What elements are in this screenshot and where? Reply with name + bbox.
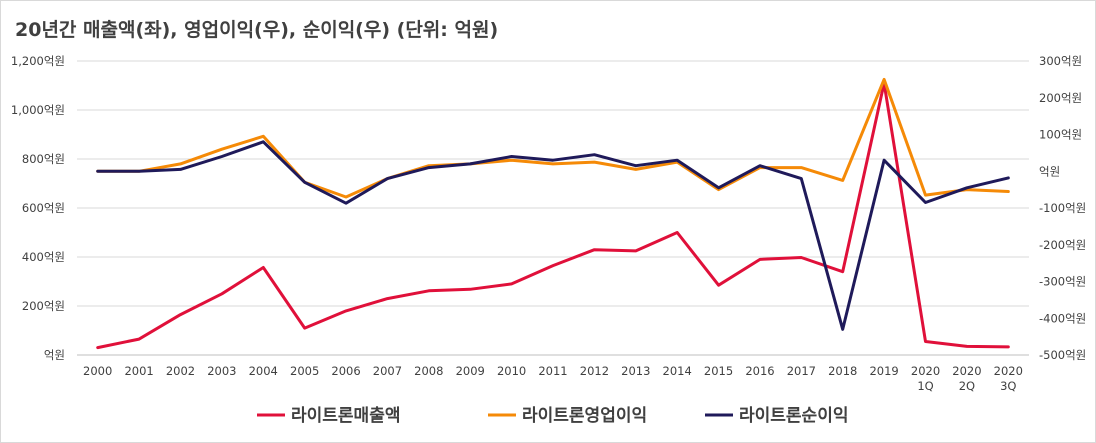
x-tick-label: 2006 — [331, 364, 360, 378]
x-tick-label: 2014 — [663, 364, 692, 378]
x-tick-label: 2020 3Q — [994, 364, 1023, 393]
y-left-tick-label: 1,200억원 — [11, 54, 65, 68]
x-tick-label: 2010 — [497, 364, 526, 378]
legend-label: 라이트론영업이익 — [522, 406, 647, 426]
y-left-tick-label: 400억원 — [22, 250, 65, 264]
x-tick-label: 2005 — [290, 364, 319, 378]
x-tick-label: 2000 — [83, 364, 112, 378]
x-tick-label: 2003 — [207, 364, 236, 378]
x-tick-label: 2018 — [828, 364, 857, 378]
y-right-tick-label: -100억원 — [1039, 201, 1086, 215]
y-left-tick-label: 800억원 — [22, 152, 65, 166]
y-left-tick-label: 600억원 — [22, 201, 65, 215]
x-tick-label: 2004 — [249, 364, 278, 378]
revenue-line — [96, 81, 1010, 350]
x-tick-label: 2012 — [580, 364, 609, 378]
y-right-tick-label: -400억원 — [1039, 311, 1086, 325]
x-tick-label: 2009 — [456, 364, 485, 378]
operating-profit-line — [96, 77, 1010, 199]
x-tick-label: 2013 — [621, 364, 650, 378]
x-tick-label: 2001 — [124, 364, 153, 378]
x-tick-label: 2020 1Q — [911, 364, 940, 393]
y-right-tick-label: 억원 — [1039, 164, 1060, 178]
x-tick-label: 2011 — [538, 364, 567, 378]
x-tick-label: 2019 — [869, 364, 898, 378]
y-right-tick-label: 300억원 — [1039, 54, 1082, 68]
y-left-tick-label: 1,000억원 — [11, 103, 65, 117]
x-tick-label: 2002 — [166, 364, 195, 378]
legend-label: 라이트론매출액 — [291, 406, 400, 426]
y-left-tick-label: 200억원 — [22, 299, 65, 313]
y-left-tick-label: 억원 — [44, 348, 65, 362]
net-profit-line — [96, 140, 1010, 331]
chart-title: 20년간 매출액(좌), 영업이익(우), 순이익(우) (단위: 억원) — [15, 19, 499, 41]
y-right-tick-label: -300억원 — [1039, 275, 1086, 289]
x-tick-label: 2017 — [787, 364, 816, 378]
y-right-tick-label: -200억원 — [1039, 238, 1086, 252]
y-right-tick-label: -500억원 — [1039, 348, 1086, 362]
x-tick-label: 2020 2Q — [952, 364, 981, 393]
legend-label: 라이트론순이익 — [739, 406, 848, 426]
y-right-tick-label: 100억원 — [1039, 128, 1082, 142]
x-tick-label: 2015 — [704, 364, 733, 378]
x-tick-label: 2016 — [745, 364, 774, 378]
y-right-tick-label: 200억원 — [1039, 91, 1082, 105]
x-tick-label: 2008 — [414, 364, 443, 378]
x-tick-label: 2007 — [373, 364, 402, 378]
